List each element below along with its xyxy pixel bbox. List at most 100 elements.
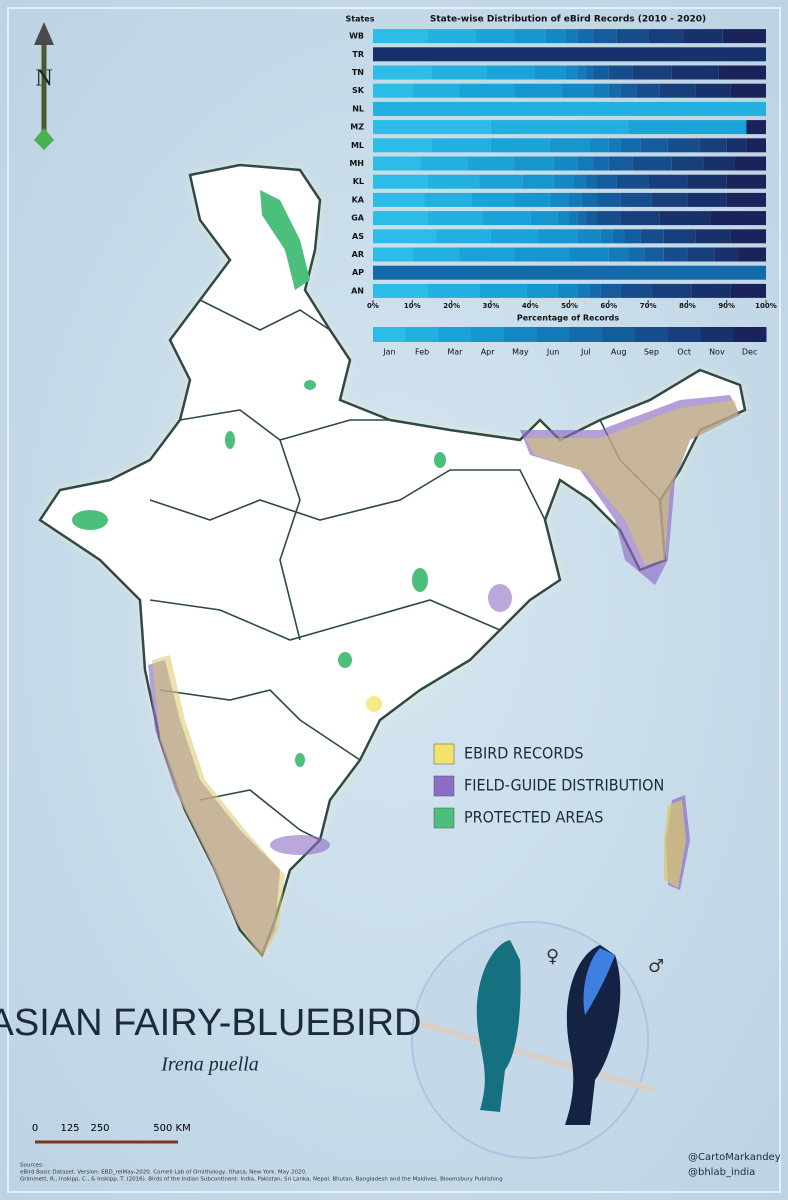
bar-segment — [577, 229, 601, 244]
bar-segment — [431, 65, 487, 80]
protected-area — [260, 190, 310, 290]
legend-swatch — [635, 327, 669, 342]
legend-swatch — [471, 327, 505, 342]
bar-segment — [373, 247, 413, 262]
arrow-tail — [34, 128, 54, 150]
bar-segment — [514, 156, 554, 171]
scale-label: 250 — [90, 1123, 109, 1134]
legend-label: Jul — [580, 348, 591, 357]
ebird-range — [525, 400, 738, 565]
legend-swatch — [569, 327, 603, 342]
ebird-range — [366, 696, 382, 712]
bar-segment — [534, 65, 566, 80]
bar-segment — [459, 247, 515, 262]
legend-label: PROTECTED AREAS — [464, 808, 603, 827]
legend-label: FIELD-GUIDE DISTRIBUTION — [464, 776, 664, 795]
bar-segment — [526, 283, 558, 298]
bar-segment — [687, 247, 715, 262]
bar-segment — [667, 138, 700, 153]
y-tick-label: MH — [349, 159, 364, 168]
bar-segment — [373, 120, 491, 135]
bar-segment — [746, 138, 766, 153]
species-title: ASIAN FAIRY-BLUEBIRD — [0, 1002, 421, 1044]
border — [149, 599, 501, 641]
bar-segment — [373, 138, 432, 153]
bar-segment — [373, 265, 766, 280]
bar-segment — [703, 156, 735, 171]
source-line: Sources: — [20, 1163, 44, 1169]
legend-swatch — [504, 327, 538, 342]
y-tick-label: SK — [352, 86, 365, 95]
legend-label: Mar — [447, 348, 463, 357]
arrow-head — [34, 22, 54, 45]
protected-area — [295, 753, 305, 767]
female-bird — [476, 940, 521, 1112]
y-tick-label: TR — [352, 50, 364, 59]
bar-segment — [573, 174, 586, 189]
bar-segment — [608, 65, 633, 80]
bar-segment — [514, 192, 550, 207]
bar-segment — [424, 192, 472, 207]
bar-segment — [671, 156, 704, 171]
bar-segment — [428, 283, 480, 298]
bar-segment — [597, 192, 621, 207]
legend-swatch — [667, 327, 701, 342]
scientific-name: Irena puella — [160, 1054, 259, 1076]
bar-segment — [522, 174, 554, 189]
legend-swatch — [405, 327, 439, 342]
legend-label: Apr — [481, 348, 496, 357]
scale-label: 125 — [60, 1123, 79, 1134]
x-axis-label: Percentage of Records — [517, 314, 620, 323]
bar-segment — [490, 120, 629, 135]
bar-segment — [486, 65, 535, 80]
bar-segment — [569, 192, 582, 207]
bar-segment — [577, 211, 586, 226]
bar-segment — [687, 174, 727, 189]
bar-segment — [530, 211, 558, 226]
bar-segment — [593, 65, 609, 80]
bar-segment — [565, 29, 578, 44]
border — [159, 689, 361, 761]
bar-segment — [644, 247, 664, 262]
border — [279, 439, 301, 641]
bar-segment — [373, 65, 432, 80]
bar-segment — [545, 29, 566, 44]
protected-area — [72, 510, 108, 530]
bar-segment — [577, 283, 590, 298]
x-tick-label: 80% — [679, 302, 696, 310]
protected-area — [304, 380, 316, 390]
bar-segment — [620, 283, 653, 298]
bar-segment — [428, 29, 476, 44]
bar-segment — [549, 138, 590, 153]
x-tick-label: 30% — [483, 302, 500, 310]
bar-segment — [624, 229, 641, 244]
field-guide-range — [270, 835, 330, 855]
bar-segment — [553, 156, 578, 171]
bar-segment — [479, 174, 523, 189]
bar-segment — [597, 174, 617, 189]
x-tick-label: 60% — [600, 302, 617, 310]
bar-segment — [699, 138, 727, 153]
handles: @CartoMarkandey @bhlab_india — [688, 1152, 781, 1178]
field-guide-range — [488, 584, 512, 612]
north-label: N — [35, 66, 52, 92]
bar-segment — [663, 247, 688, 262]
bar-segment — [620, 211, 660, 226]
bar-segment — [585, 211, 598, 226]
x-tick-label: 70% — [640, 302, 657, 310]
bar-segment — [652, 283, 692, 298]
bar-segment — [538, 229, 578, 244]
bar-segment — [640, 138, 668, 153]
bar-segment — [636, 83, 660, 98]
bar-segment — [593, 83, 609, 98]
protected-areas — [72, 190, 446, 767]
bar-segment — [557, 283, 578, 298]
bar-segment — [695, 229, 731, 244]
bar-segment — [616, 29, 649, 44]
border — [149, 469, 546, 521]
protected-area — [225, 431, 235, 449]
bar-segment — [648, 174, 688, 189]
x-tick-label: 90% — [718, 302, 735, 310]
legend-swatch — [602, 327, 636, 342]
range-layer — [148, 395, 740, 958]
